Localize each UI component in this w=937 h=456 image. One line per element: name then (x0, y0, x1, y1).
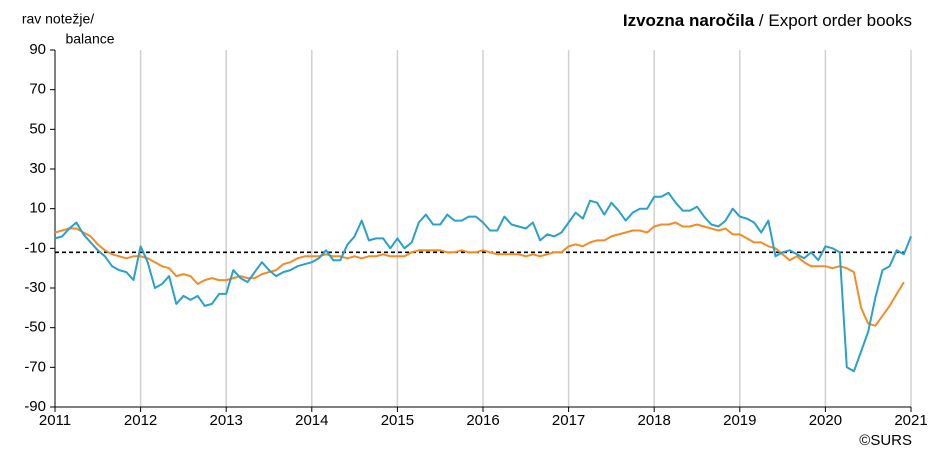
x-tick-label: 2011 (39, 412, 71, 429)
y-tick-label: -90 (24, 398, 46, 415)
series-line (54, 191, 912, 373)
y-tick-label: 90 (29, 41, 46, 58)
chart-title: Izvozna naročila / Export order books (623, 11, 912, 30)
title-rest: / Export order books (754, 11, 912, 30)
series-line (54, 221, 905, 327)
x-tick-label: 2015 (381, 412, 414, 429)
y-tick-label: -10 (24, 239, 46, 256)
x-tick-label: 2019 (723, 412, 756, 429)
x-tick-label: 2021 (894, 412, 927, 429)
y-tick-label: 50 (29, 120, 46, 137)
x-tick-label: 2013 (210, 412, 243, 429)
y-tick-label: -30 (24, 279, 46, 296)
y-tick-label: 10 (29, 200, 46, 217)
y-tick-label: -70 (24, 358, 46, 375)
y-axis-label: balance (65, 31, 114, 47)
y-tick-label: -50 (24, 319, 46, 336)
x-tick-label: 2012 (124, 412, 157, 429)
x-tick-label: 2017 (552, 412, 585, 429)
y-tick-label: 70 (29, 81, 46, 98)
y-axis-label: rav notežje/ (22, 11, 94, 27)
x-tick-label: 2016 (466, 412, 499, 429)
source: ©SURS (859, 432, 912, 449)
x-tick-label: 2018 (638, 412, 671, 429)
title-bold: Izvozna naročila (623, 11, 755, 30)
x-tick-label: 2020 (809, 412, 842, 429)
y-tick-label: 30 (29, 160, 46, 177)
x-tick-label: 2014 (295, 412, 328, 429)
